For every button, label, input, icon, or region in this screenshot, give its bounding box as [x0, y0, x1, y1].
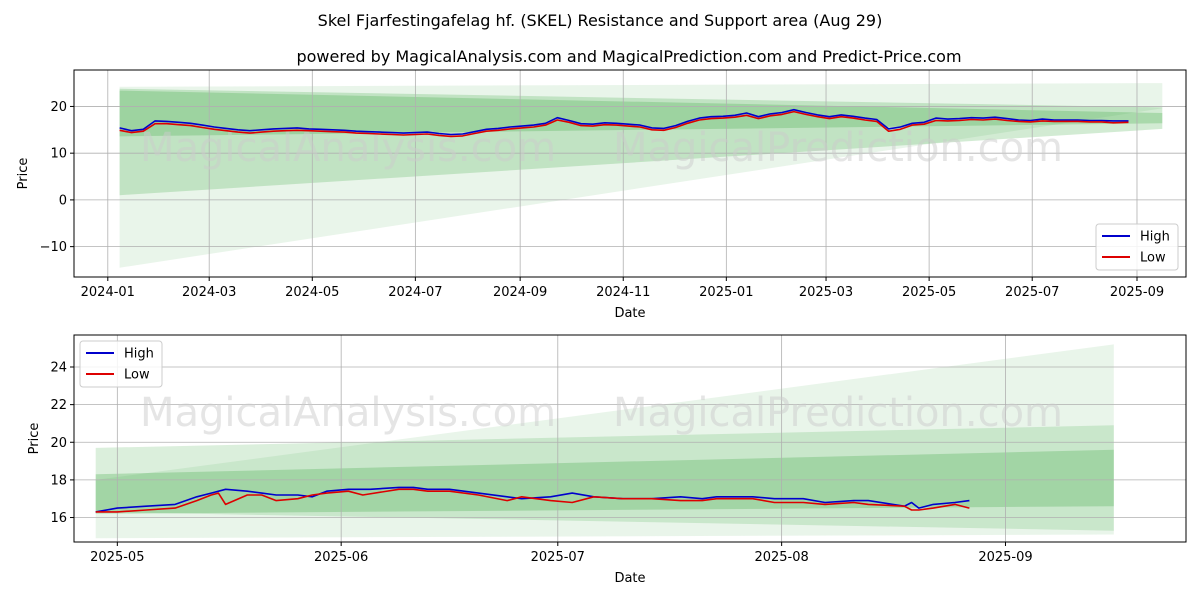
x-tick-label: 2025-07	[1005, 285, 1059, 300]
watermark-text: MagicalPrediction.com	[613, 390, 1063, 436]
figure-title: Skel Fjarfestingafelag hf. (SKEL) Resist…	[318, 11, 883, 30]
legend-label-high: High	[1140, 230, 1170, 245]
plot-frame	[73, 69, 1187, 278]
band-area	[119, 88, 1163, 196]
y-axis-label: Price	[27, 423, 42, 455]
legend-label-high: High	[124, 347, 154, 362]
x-tick-label: 2025-03	[799, 285, 853, 300]
y-tick-label: 20	[50, 100, 67, 115]
plot-frame	[73, 334, 1187, 543]
band-area	[95, 449, 1114, 514]
legend-label-low: Low	[1140, 251, 1166, 266]
x-tick-label: 2025-05	[90, 550, 144, 565]
x-tick-label: 2024-05	[285, 285, 339, 300]
x-tick-label: 2024-03	[182, 285, 236, 300]
x-tick-label: 2025-08	[754, 550, 808, 565]
band-area	[119, 90, 1163, 137]
y-tick-label: 0	[59, 193, 67, 208]
legend-label-low: Low	[124, 368, 150, 383]
series-line-low	[95, 488, 970, 513]
x-tick-label: 2024-09	[493, 285, 547, 300]
figure-subtitle: powered by MagicalAnalysis.com and Magic…	[296, 47, 961, 66]
series-line-low	[119, 110, 1129, 138]
x-axis-label: Date	[614, 571, 645, 586]
y-tick-label: 16	[50, 511, 67, 526]
x-tick-label: 2025-09	[978, 550, 1032, 565]
y-tick-label: 20	[50, 436, 67, 451]
top-chart-panel: MagicalAnalysis.com MagicalPrediction.com…	[16, 69, 1187, 321]
y-tick-label: 10	[50, 147, 67, 162]
y-axis-label: Price	[16, 158, 31, 190]
band-area	[95, 425, 1114, 531]
y-tick-label: 18	[50, 473, 67, 488]
x-tick-label: 2025-07	[531, 550, 585, 565]
y-tick-label: −10	[40, 240, 67, 255]
x-tick-label: 2024-01	[81, 285, 135, 300]
series-line-high	[119, 108, 1129, 136]
y-tick-label: 22	[50, 398, 67, 413]
x-tick-label: 2024-07	[388, 285, 442, 300]
watermark-text: MagicalAnalysis.com	[140, 390, 556, 436]
x-tick-label: 2024-11	[596, 285, 650, 300]
y-tick-label: 24	[50, 360, 67, 375]
x-tick-label: 2025-06	[314, 550, 368, 565]
x-tick-label: 2025-01	[699, 285, 753, 300]
x-tick-label: 2025-05	[902, 285, 956, 300]
x-tick-label: 2025-09	[1110, 285, 1164, 300]
x-axis-label: Date	[614, 306, 645, 321]
watermark-text: MagicalPrediction.com	[613, 125, 1063, 171]
series-line-high	[95, 486, 970, 513]
bottom-chart-panel: MagicalAnalysis.com MagicalPrediction.com…	[27, 334, 1187, 586]
